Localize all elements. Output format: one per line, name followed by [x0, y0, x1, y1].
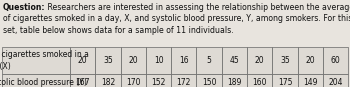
- Text: 167: 167: [75, 78, 90, 87]
- Text: 35: 35: [280, 56, 290, 65]
- Bar: [2, 47, 70, 74]
- Bar: [323, 74, 348, 87]
- Bar: [146, 74, 171, 87]
- Text: # of cigarettes smoked in a
day (X): # of cigarettes smoked in a day (X): [0, 50, 89, 71]
- Text: 150: 150: [202, 78, 216, 87]
- Bar: [196, 47, 222, 74]
- Text: 20: 20: [255, 56, 265, 65]
- Text: 149: 149: [303, 78, 317, 87]
- Bar: [272, 74, 298, 87]
- Bar: [146, 47, 171, 74]
- Bar: [247, 47, 272, 74]
- Text: 5: 5: [207, 56, 211, 65]
- Text: Question:: Question:: [3, 3, 45, 12]
- Text: 45: 45: [230, 56, 239, 65]
- Text: 189: 189: [227, 78, 241, 87]
- Bar: [298, 74, 323, 87]
- Text: 204: 204: [328, 78, 343, 87]
- Bar: [298, 47, 323, 74]
- Bar: [196, 74, 222, 87]
- Text: Systolic blood pressure (Y): Systolic blood pressure (Y): [0, 78, 87, 87]
- Bar: [222, 74, 247, 87]
- Bar: [222, 47, 247, 74]
- Text: 60: 60: [331, 56, 341, 65]
- Bar: [323, 47, 348, 74]
- Text: 160: 160: [252, 78, 267, 87]
- Bar: [95, 74, 121, 87]
- Bar: [121, 47, 146, 74]
- Text: 152: 152: [151, 78, 166, 87]
- Text: 182: 182: [101, 78, 115, 87]
- Bar: [95, 47, 121, 74]
- Bar: [247, 74, 272, 87]
- Text: Researchers are interested in assessing the relationship between the average num: Researchers are interested in assessing …: [45, 3, 350, 12]
- Bar: [121, 74, 146, 87]
- Bar: [70, 47, 95, 74]
- Text: 10: 10: [154, 56, 163, 65]
- Text: 175: 175: [278, 78, 292, 87]
- Text: 172: 172: [177, 78, 191, 87]
- Text: 35: 35: [103, 56, 113, 65]
- Bar: [2, 74, 70, 87]
- Text: 20: 20: [128, 56, 138, 65]
- Text: 170: 170: [126, 78, 140, 87]
- Text: 16: 16: [179, 56, 189, 65]
- Text: set, table below shows data for a sample of 11 individuals.: set, table below shows data for a sample…: [3, 26, 233, 35]
- Text: 20: 20: [78, 56, 88, 65]
- Text: 20: 20: [306, 56, 315, 65]
- Bar: [171, 47, 196, 74]
- Bar: [272, 47, 298, 74]
- Text: of cigarettes smoked in a day, X, and systolic blood pressure, Y, among smokers.: of cigarettes smoked in a day, X, and sy…: [3, 14, 350, 23]
- Bar: [70, 74, 95, 87]
- Bar: [171, 74, 196, 87]
